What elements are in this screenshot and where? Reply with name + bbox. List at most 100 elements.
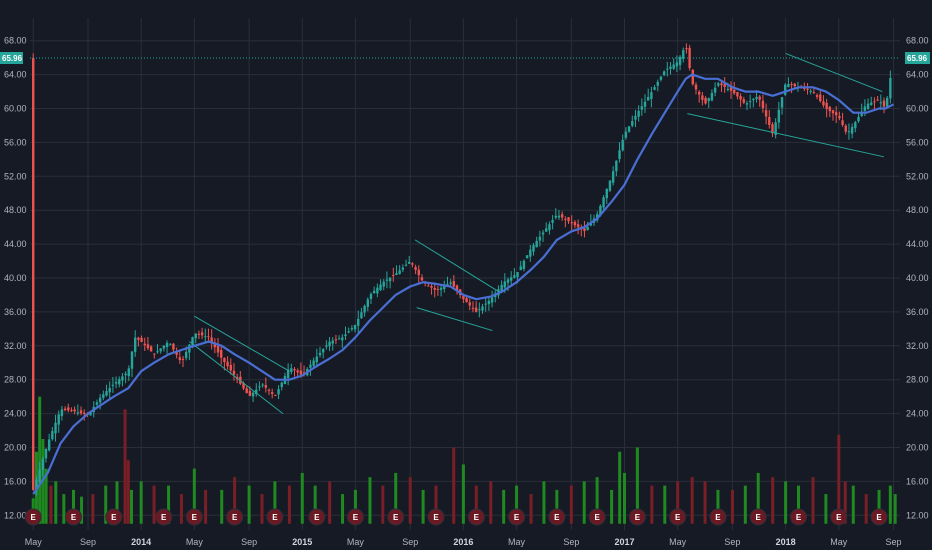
candle-body <box>194 333 197 339</box>
candle-body <box>866 103 870 109</box>
candle-body <box>809 90 812 92</box>
candle-body <box>146 344 150 349</box>
candle-body <box>822 101 825 106</box>
candle-body <box>841 120 844 125</box>
candle-body <box>369 293 373 299</box>
y-axis-left[interactable]: 68.00 64.00 60.00 56.00 52.00 48.00 44.00 40.00… <box>4 36 27 521</box>
volume-bar <box>44 468 48 524</box>
candle-body <box>108 387 111 393</box>
volume-bar <box>893 494 897 524</box>
volume-bar <box>247 485 251 524</box>
earnings-marker-label: E <box>554 513 560 522</box>
candle-body <box>784 84 787 95</box>
candle-body <box>436 288 440 290</box>
candle-body <box>318 352 322 356</box>
candle-body <box>121 376 124 381</box>
volume-bar <box>663 485 667 524</box>
y-tick-label-right: 52.00 <box>906 171 929 181</box>
candle-body <box>251 392 255 397</box>
earnings-marker-label: E <box>756 513 762 522</box>
candle-body <box>76 412 80 414</box>
candle-body <box>516 272 519 278</box>
candle-body <box>882 100 886 107</box>
candle-body <box>662 71 666 76</box>
volume-bar <box>461 464 465 524</box>
candle-body <box>637 110 640 117</box>
candle-body <box>745 103 749 105</box>
y-tick-label-right: 20.00 <box>906 442 929 452</box>
candle-body <box>525 255 529 259</box>
candle-body <box>474 307 478 312</box>
moving-average-line <box>32 73 895 495</box>
y-tick-label-left: 28.00 <box>4 375 27 385</box>
candle-body <box>465 298 468 303</box>
candle-body <box>430 286 433 288</box>
volume-bar <box>38 396 42 524</box>
candle-body <box>551 219 554 223</box>
volume-bar <box>676 481 680 524</box>
candle-body <box>509 277 513 281</box>
candle-body <box>280 382 283 388</box>
candle-body <box>647 96 650 101</box>
candle-body <box>309 364 312 368</box>
candle-body <box>615 160 618 172</box>
candle-body <box>570 222 573 224</box>
volume-bar <box>864 494 868 524</box>
candle-body <box>70 410 73 412</box>
candle-body <box>723 83 726 88</box>
earnings-marker-icon <box>24 508 42 526</box>
y-tick-label-right: 28.00 <box>906 375 929 385</box>
x-tick-label: May <box>830 537 848 547</box>
volume-bar <box>49 485 53 524</box>
x-axis[interactable]: May Sep 2014 May Sep 2015 May Sep 2016 May Sep 2017… <box>25 537 902 547</box>
candle-body <box>554 215 557 218</box>
candle-body <box>478 309 481 311</box>
candle-body <box>672 64 675 69</box>
candle-body <box>819 94 822 102</box>
x-tick-label: 2015 <box>292 537 312 547</box>
candle-body <box>191 337 194 347</box>
volume-bar <box>167 485 171 524</box>
candle-body <box>471 307 475 309</box>
candle-body <box>825 102 828 110</box>
y-tick-label-left: 60.00 <box>4 104 27 114</box>
candle-body <box>449 282 452 285</box>
candle-body <box>159 348 162 352</box>
candle-body <box>204 336 207 338</box>
volume-bar <box>421 489 425 524</box>
volume-bar <box>260 494 264 524</box>
y-tick-label-right: 60.00 <box>906 104 929 114</box>
candle-body <box>47 439 51 451</box>
candle-body <box>739 96 742 100</box>
candle-body <box>414 266 417 270</box>
candle-body <box>850 126 854 134</box>
volume-bar <box>394 472 398 524</box>
candle-body <box>41 459 44 470</box>
candle-body <box>669 66 672 69</box>
x-tick-label: Sep <box>80 537 96 547</box>
candle-body <box>443 285 446 289</box>
y-axis-right[interactable]: 68.00 64.00 60.00 56.00 52.00 48.00 44.00 40.00… <box>906 36 929 521</box>
candle-body <box>337 338 341 340</box>
volume-bar <box>287 485 291 524</box>
volume-bar <box>126 460 130 524</box>
volume-bar <box>730 489 734 524</box>
earnings-marker-icon <box>155 508 173 526</box>
volume-bar <box>811 477 815 524</box>
candle-body <box>169 344 172 346</box>
y-tick-label-left: 12.00 <box>4 510 27 520</box>
volume-bar <box>434 485 438 524</box>
candle-body <box>105 391 108 396</box>
candle-body <box>873 101 876 103</box>
trendlines[interactable] <box>189 52 884 414</box>
candle-body <box>184 351 188 359</box>
volume-bar <box>542 481 546 524</box>
y-tick-label-left: 20.00 <box>4 442 27 452</box>
y-tick-label-left: 44.00 <box>4 239 27 249</box>
candle-body <box>102 394 105 398</box>
candle-body <box>774 122 777 135</box>
x-tick-label: 2014 <box>131 537 151 547</box>
candle-body <box>710 92 714 101</box>
